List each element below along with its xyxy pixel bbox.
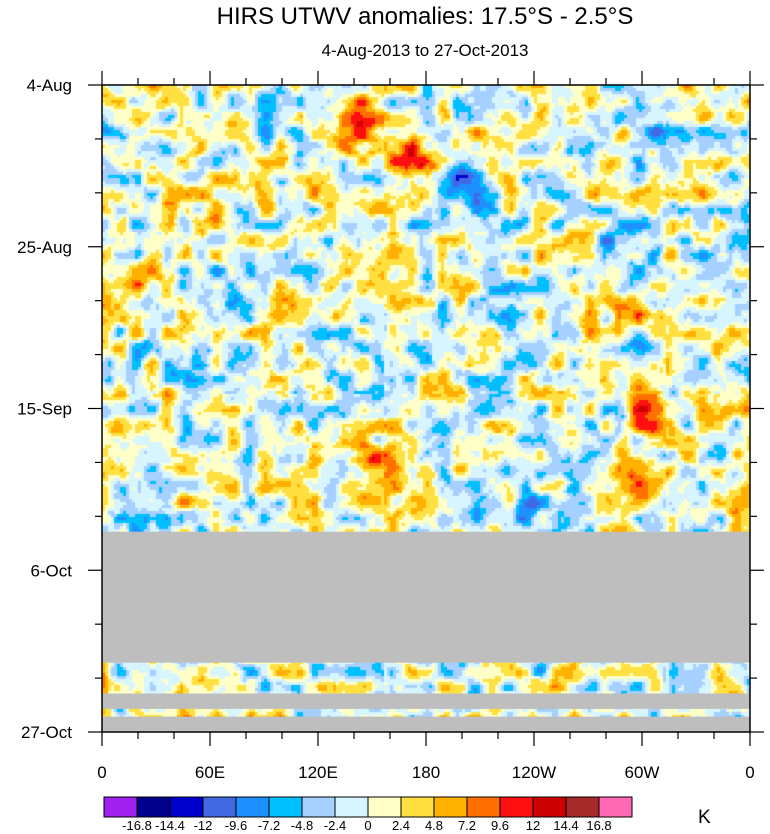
x-tick-label: 180 xyxy=(412,763,440,782)
colorbar-unit-label: K xyxy=(698,807,711,828)
colorbar-swatch xyxy=(400,796,435,818)
x-tick-label: 0 xyxy=(97,763,106,782)
x-axis-labels: 0 60E 120E 180 120W 60W 0 xyxy=(97,763,754,782)
x-tick-label: 120E xyxy=(298,763,338,782)
missing-data-band xyxy=(102,716,750,732)
colorbar-level-label: -7.2 xyxy=(258,818,280,833)
colorbar-swatch xyxy=(565,796,600,818)
colorbar-swatch xyxy=(235,796,270,818)
y-tick-label: 15-Sep xyxy=(17,400,72,419)
colorbar-level-label: -16.8 xyxy=(122,818,152,833)
x-tick-label: 0 xyxy=(745,763,754,782)
colorbar-swatch xyxy=(103,796,138,818)
colorbar-swatch xyxy=(202,796,237,818)
chart-title: HIRS UTWV anomalies: 17.5°S - 2.5°S xyxy=(217,3,634,30)
missing-data-band xyxy=(102,693,750,709)
x-tick-label: 120W xyxy=(512,763,556,782)
axis-ticks xyxy=(88,71,764,746)
colorbar-level-label: 7.2 xyxy=(458,818,476,833)
colorbar-level-label: -2.4 xyxy=(324,818,346,833)
colorbar-level-label: -12 xyxy=(194,818,213,833)
colorbar-swatch xyxy=(532,796,567,818)
y-axis-labels: 4-Aug 25-Aug 15-Sep 6-Oct 27-Oct xyxy=(17,76,72,742)
x-tick-label: 60W xyxy=(625,763,660,782)
colorbar-swatch xyxy=(499,796,534,818)
colorbar-swatch xyxy=(466,796,501,818)
colorbar-swatch xyxy=(136,796,171,818)
colorbar-level-label: 2.4 xyxy=(392,818,410,833)
colorbar-swatch xyxy=(334,796,369,818)
colorbar-level-label: -9.6 xyxy=(225,818,247,833)
colorbar-swatch xyxy=(367,796,402,818)
colorbar-level-label: -4.8 xyxy=(291,818,313,833)
missing-data-layer xyxy=(102,531,750,732)
colorbar-level-label: 4.8 xyxy=(425,818,443,833)
missing-data-band xyxy=(102,531,750,663)
colorbar-level-label: 14.4 xyxy=(553,818,578,833)
colorbar-level-label: 0 xyxy=(364,818,371,833)
colorbar-level-label: -14.4 xyxy=(155,818,185,833)
colorbar-level-label: 9.6 xyxy=(491,818,509,833)
colorbar-swatch xyxy=(268,796,303,818)
colorbar-swatch xyxy=(433,796,468,818)
y-tick-label: 27-Oct xyxy=(21,723,72,742)
y-tick-label: 6-Oct xyxy=(30,561,72,580)
y-tick-label: 4-Aug xyxy=(27,76,72,95)
colorbar-swatch xyxy=(169,796,204,818)
plot-area xyxy=(88,71,764,746)
colorbar-swatch xyxy=(598,796,633,818)
colorbar-swatch xyxy=(301,796,336,818)
colorbar-level-label: 16.8 xyxy=(586,818,611,833)
colorbar: -16.8 -14.4 -12 -9.6 -7.2 -4.8 -2.4 0 2.4 4.8 7.2 9… xyxy=(103,796,633,833)
y-tick-label: 25-Aug xyxy=(17,238,72,257)
x-tick-label: 60E xyxy=(195,763,225,782)
colorbar-level-label: 12 xyxy=(526,818,540,833)
chart-subtitle: 4-Aug-2013 to 27-Oct-2013 xyxy=(322,41,529,60)
